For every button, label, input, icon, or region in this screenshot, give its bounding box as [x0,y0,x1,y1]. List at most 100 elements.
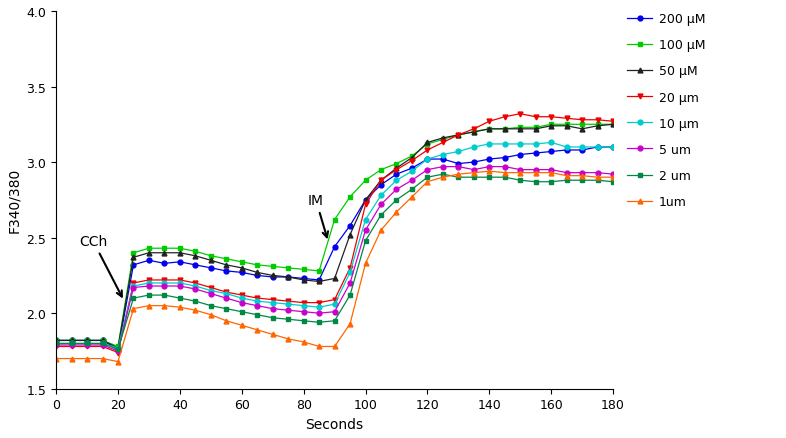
5 um [160,284,169,289]
Line: 5 um: 5 um [53,165,615,353]
100 μM [423,142,432,147]
Text: IM: IM [308,194,328,238]
5 um [314,311,324,316]
5 um [284,308,293,313]
5 um [345,281,354,286]
1um [423,180,432,185]
10 μm [129,284,138,289]
5 um [562,171,571,176]
100 μM [608,122,618,127]
50 μM [97,338,107,343]
20 μm [469,127,479,132]
20 μm [376,178,386,184]
5 um [546,168,556,173]
1um [608,175,618,180]
200 μM [83,338,92,343]
Line: 20 μm: 20 μm [53,112,615,355]
5 um [330,309,340,314]
5 um [268,306,277,311]
100 μM [67,338,76,343]
200 μM [237,270,247,276]
2 um [438,172,447,177]
100 μM [175,246,185,251]
5 um [578,171,587,176]
20 μm [593,118,602,123]
20 μm [222,290,231,295]
Y-axis label: F340/380: F340/380 [7,168,21,233]
10 μm [252,299,262,304]
1um [191,308,200,313]
200 μM [222,268,231,274]
200 μM [97,338,107,343]
20 μm [129,281,138,286]
10 μm [83,341,92,346]
200 μM [454,162,463,167]
200 μM [391,172,401,177]
2 um [299,318,308,324]
2 um [562,178,571,184]
1um [83,356,92,361]
100 μM [562,122,571,127]
1um [546,171,556,176]
Line: 100 μM: 100 μM [53,123,615,349]
X-axis label: Seconds: Seconds [306,417,364,431]
10 μm [237,296,247,301]
50 μM [144,251,153,256]
5 um [593,171,602,176]
2 um [160,293,169,298]
50 μM [361,198,370,203]
10 μm [593,145,602,150]
50 μM [562,124,571,129]
1um [562,173,571,179]
20 μm [97,344,107,349]
Legend: 200 μM, 100 μM, 50 μM, 20 μm, 10 μm, 5 um, 2 um, 1um: 200 μM, 100 μM, 50 μM, 20 μm, 10 μm, 5 u… [625,11,707,211]
1um [469,171,479,176]
1um [454,172,463,177]
20 μm [299,300,308,306]
5 um [175,284,185,289]
20 μm [500,115,509,120]
20 μm [546,115,556,120]
1um [206,312,215,318]
100 μM [330,217,340,223]
100 μM [222,257,231,262]
200 μM [361,198,370,203]
100 μM [299,267,308,272]
50 μM [175,251,185,256]
2 um [546,180,556,185]
200 μM [51,338,61,343]
200 μM [423,157,432,162]
5 um [454,165,463,170]
2 um [191,299,200,304]
10 μm [330,302,340,307]
1um [268,332,277,337]
50 μM [376,178,386,184]
50 μM [330,276,340,282]
100 μM [345,195,354,200]
5 um [113,349,123,354]
200 μM [129,263,138,268]
10 μm [51,341,61,346]
1um [500,171,509,176]
2 um [391,198,401,203]
50 μM [160,251,169,256]
200 μM [578,148,587,153]
5 um [191,287,200,292]
100 μM [500,127,509,132]
20 μm [345,265,354,271]
1um [345,321,354,327]
2 um [51,341,61,346]
2 um [469,175,479,180]
10 μm [113,346,123,351]
10 μm [361,217,370,223]
200 μM [144,258,153,263]
5 um [299,309,308,314]
200 μM [314,278,324,283]
2 um [593,178,602,184]
1um [222,318,231,324]
20 μm [252,296,262,301]
1um [252,328,262,333]
20 μm [284,299,293,304]
100 μM [485,127,494,132]
5 um [469,168,479,173]
